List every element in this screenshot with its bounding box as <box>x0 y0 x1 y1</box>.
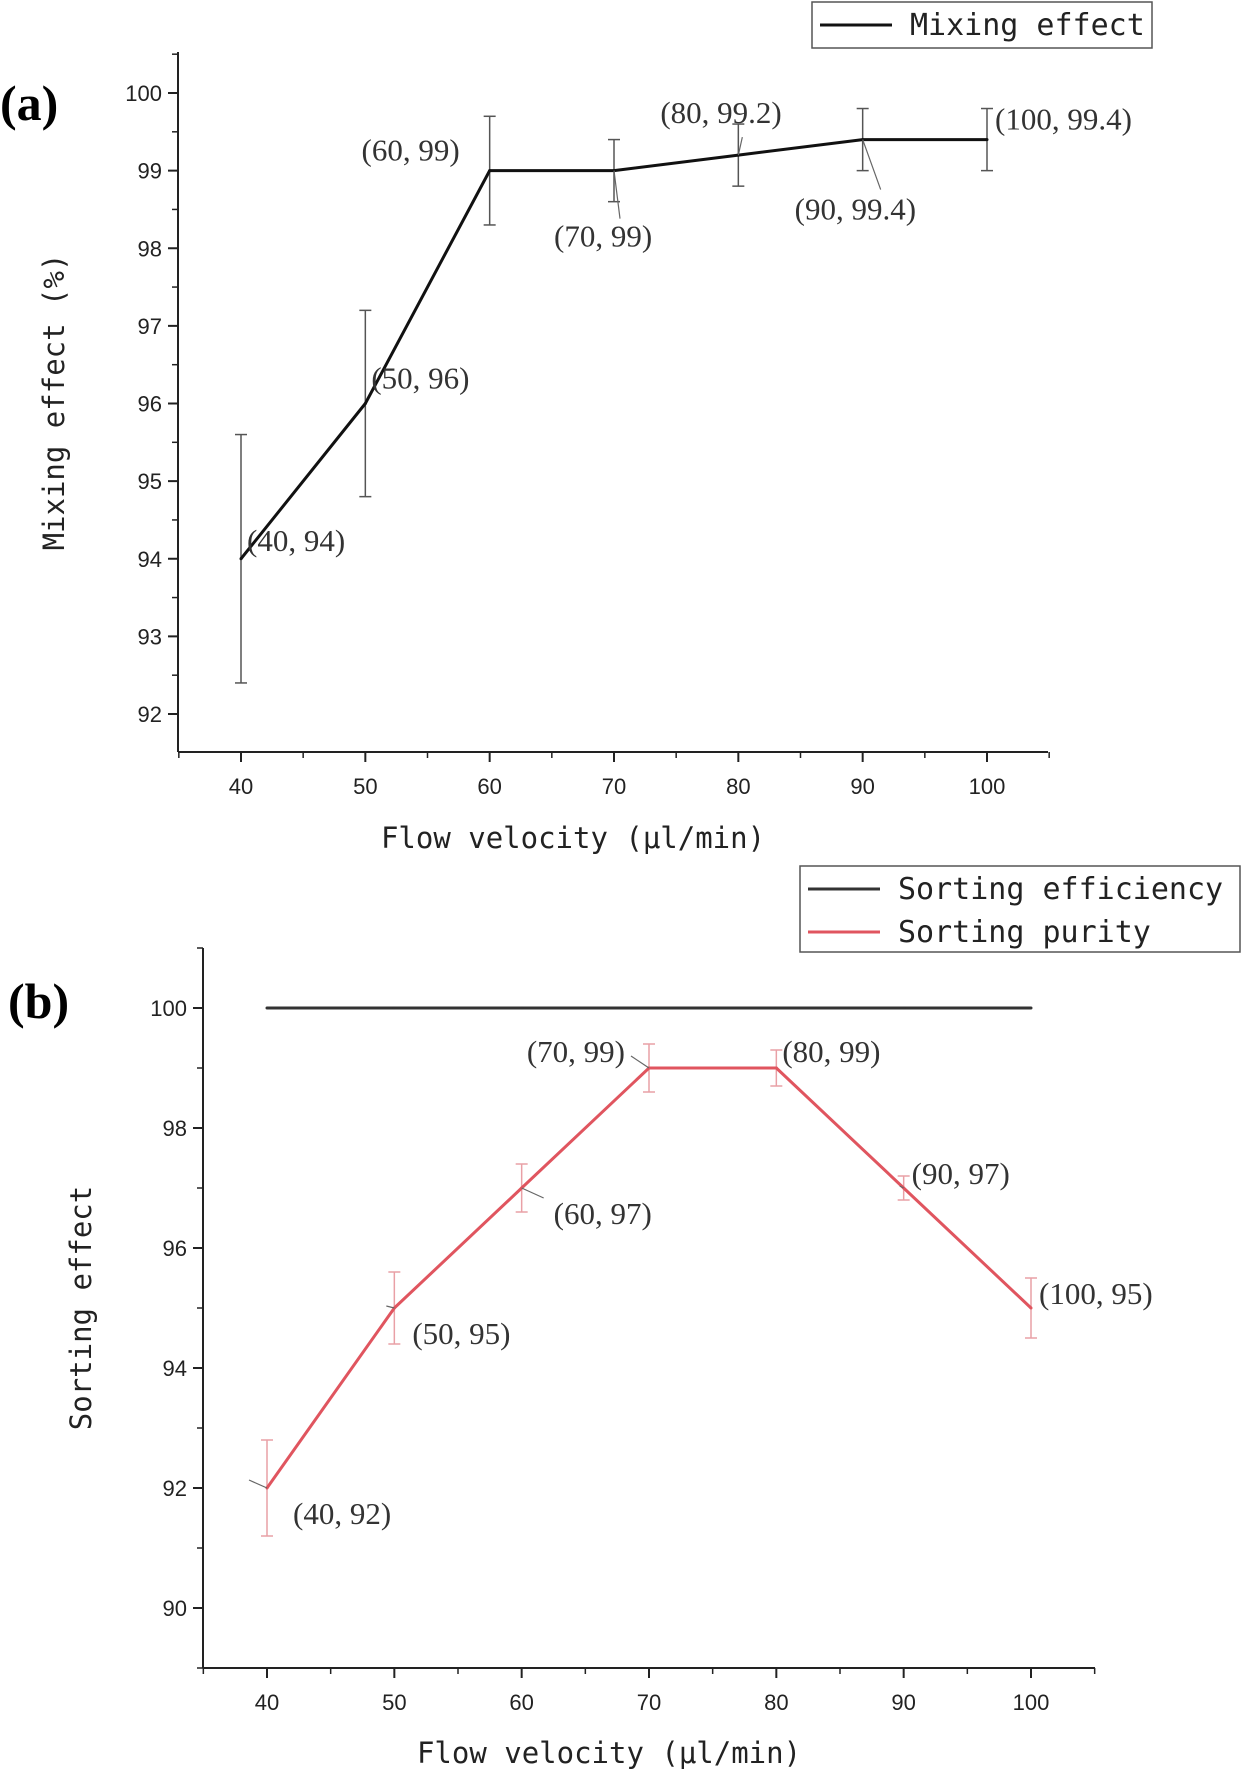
annotation-leader <box>899 1185 904 1189</box>
y-tick-label: 98 <box>163 1116 187 1141</box>
chart-b: (b) 40 50 60 70 80 90 100 90 92 94 96 98 100 Flow velo… <box>8 865 1241 1770</box>
y-tick-label: 95 <box>138 469 162 494</box>
x-tick-label: 80 <box>764 1690 788 1715</box>
data-point <box>363 402 367 405</box>
x-tick-label: 60 <box>477 774 501 799</box>
x-tick-label: 40 <box>229 774 253 799</box>
x-tick-label: 50 <box>353 774 377 799</box>
x-tick-label: 80 <box>726 774 750 799</box>
y-tick-label: 94 <box>138 547 162 572</box>
legend-box <box>799 865 1241 953</box>
data-label: (100, 95) <box>1039 1276 1153 1311</box>
data-point <box>1029 1306 1033 1310</box>
x-tick-label: 50 <box>382 1690 406 1715</box>
y-tick-label: 92 <box>138 702 162 727</box>
data-label: (40, 94) <box>247 523 345 558</box>
y-tick-label: 96 <box>138 392 162 417</box>
annotation-leader <box>630 1055 650 1069</box>
y-axis-title: Mixing effect (%) <box>37 254 71 551</box>
data-point <box>1029 1006 1033 1010</box>
panel-label: (a) <box>0 75 58 131</box>
data-point <box>985 138 989 142</box>
annotation-leader <box>737 136 743 156</box>
x-axis-title: Flow velocity (μl/min) <box>381 821 765 855</box>
data-label: (70, 99) <box>527 1034 625 1069</box>
data-point <box>774 1006 778 1010</box>
annotation-leader <box>248 1479 268 1489</box>
x-tick-label: 90 <box>891 1690 915 1715</box>
y-tick-label: 99 <box>138 159 162 184</box>
data-point <box>392 1006 396 1010</box>
data-label: (50, 96) <box>371 361 469 396</box>
chart-a: (a) 40 50 60 70 80 90 100 92 93 94 95 96 97 98 99 100 Flo… <box>0 1 1153 855</box>
x-axis-title: Flow velocity (μl/min) <box>417 1736 801 1770</box>
data-label: (90, 97) <box>912 1156 1010 1191</box>
x-tick-label: 70 <box>637 1690 661 1715</box>
legend-label: Sorting purity <box>898 915 1151 950</box>
annotation-leader <box>386 1305 395 1309</box>
x-tick-label: 90 <box>850 774 874 799</box>
legend-label: Sorting efficiency <box>898 872 1223 907</box>
y-tick-label: 100 <box>125 81 162 106</box>
data-point <box>647 1006 651 1010</box>
y-tick-label: 93 <box>138 624 162 649</box>
x-tick-label: 70 <box>602 774 626 799</box>
data-label: (40, 92) <box>293 1496 391 1531</box>
data-label: (60, 99) <box>362 133 460 168</box>
y-tick-label: 96 <box>163 1236 187 1261</box>
y-axis-title: Sorting effect <box>64 1186 98 1430</box>
data-label: (80, 99) <box>782 1034 880 1069</box>
x-tick-label: 100 <box>1013 1690 1050 1715</box>
data-label: (80, 99.2) <box>660 95 781 130</box>
panel-label: (b) <box>8 973 69 1029</box>
annotation-leader <box>862 139 882 190</box>
x-tick-label: 40 <box>255 1690 279 1715</box>
data-point <box>774 1066 778 1070</box>
y-tick-label: 97 <box>138 314 162 339</box>
y-tick-label: 90 <box>163 1596 187 1621</box>
data-label: (50, 95) <box>412 1316 510 1351</box>
data-point <box>488 169 492 173</box>
data-point <box>902 1006 906 1010</box>
data-point <box>239 557 243 561</box>
x-tick-label: 60 <box>509 1690 533 1715</box>
y-tick-label: 94 <box>163 1356 187 1381</box>
y-tick-label: 92 <box>163 1476 187 1501</box>
data-label: (90, 99.4) <box>795 192 916 227</box>
data-point <box>520 1006 524 1010</box>
data-label: (70, 99) <box>554 219 652 254</box>
y-tick-label: 98 <box>138 236 162 261</box>
y-tick-label: 100 <box>150 996 187 1021</box>
legend-label: Mixing effect <box>910 8 1145 43</box>
annotation-leader <box>613 170 621 219</box>
series-line-sorting-purity <box>265 1066 1033 1489</box>
data-label: (100, 99.4) <box>995 102 1132 137</box>
data-label: (60, 97) <box>554 1196 652 1231</box>
annotation-leader <box>521 1187 544 1199</box>
data-point <box>265 1006 269 1010</box>
x-tick-label: 100 <box>969 774 1006 799</box>
